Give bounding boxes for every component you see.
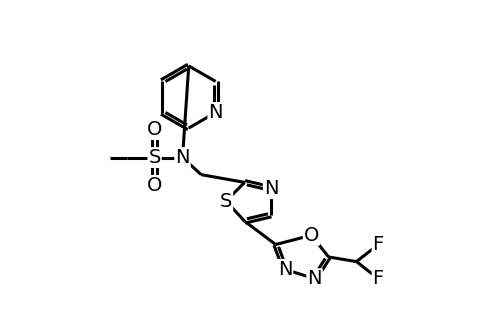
Text: S: S	[148, 148, 161, 167]
Text: N: N	[307, 269, 322, 288]
Text: N: N	[264, 179, 278, 198]
Text: N: N	[175, 148, 190, 167]
Text: F: F	[372, 269, 384, 288]
Text: N: N	[208, 103, 223, 122]
Text: N: N	[278, 260, 292, 279]
Text: O: O	[147, 120, 162, 139]
Text: S: S	[220, 192, 232, 211]
Text: O: O	[147, 176, 162, 195]
Text: F: F	[372, 235, 384, 254]
Text: O: O	[304, 226, 319, 245]
